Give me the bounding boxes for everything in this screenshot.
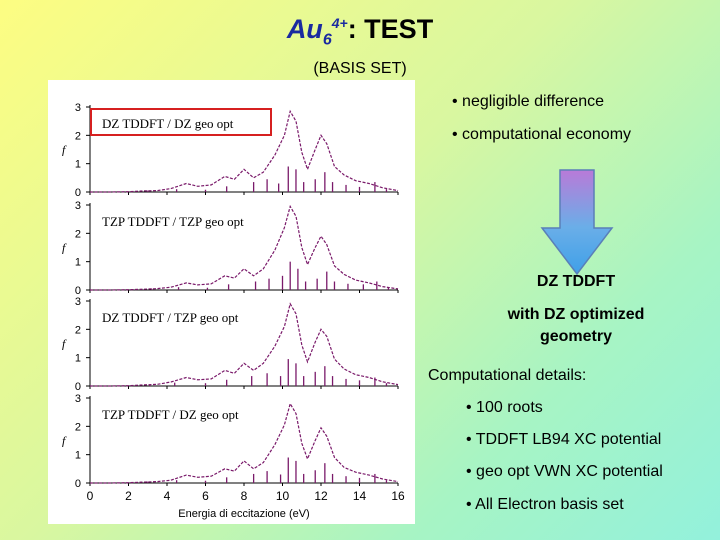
y-tick-label: 2 — [75, 130, 81, 142]
bullet-negligible-difference: • negligible difference — [452, 93, 605, 110]
title-subscript: 6 — [322, 31, 332, 49]
y-tick-label: 1 — [75, 159, 81, 171]
x-axis-label: Energia di eccitazione (eV) — [178, 508, 309, 520]
y-tick-label: 1 — [75, 450, 81, 462]
detail-item-roots: • 100 roots — [466, 399, 543, 416]
highlight-box — [90, 108, 272, 136]
down-arrow-icon — [540, 168, 614, 276]
x-tick-label: 2 — [125, 489, 132, 503]
y-axis-label: f — [62, 337, 67, 351]
y-tick-label: 0 — [75, 285, 81, 297]
spectra-chart-panel: 0 1 2 3 f DZ TDDFT / DZ geo opt 0 1 2 3 f TZP TDDFT… — [48, 80, 415, 524]
conclusion-line1: DZ TDDFT — [536, 273, 616, 290]
y-tick-label: 1 — [75, 257, 81, 269]
panel-label: DZ TDDFT / TZP geo opt — [102, 310, 239, 325]
y-axis-label: f — [62, 434, 67, 448]
x-tick-label: 16 — [391, 489, 405, 503]
y-tick-label: 0 — [75, 478, 81, 490]
y-tick-label: 2 — [75, 324, 81, 336]
x-tick-label: 0 — [87, 489, 94, 503]
y-tick-label: 3 — [75, 296, 81, 308]
x-tick-label: 10 — [276, 489, 290, 503]
spectrum-curve — [90, 109, 399, 193]
x-tick-label: 14 — [353, 489, 367, 503]
panel-label: TZP TDDFT / TZP geo opt — [102, 214, 244, 229]
detail-item-vwn: • geo opt VWN XC potential — [466, 463, 663, 480]
panel-label: TZP TDDFT / DZ geo opt — [102, 407, 239, 422]
x-tick-label: 8 — [241, 489, 248, 503]
title-rest: : TEST — [347, 14, 434, 44]
y-tick-label: 0 — [75, 381, 81, 393]
details-heading: Computational details: — [428, 367, 587, 384]
y-tick-label: 2 — [75, 421, 81, 433]
y-tick-label: 3 — [75, 393, 81, 405]
detail-item-lb94: • TDDFT LB94 XC potential — [466, 431, 662, 448]
y-tick-label: 3 — [75, 102, 81, 114]
conclusion-line3: geometry — [539, 328, 613, 345]
y-tick-label: 1 — [75, 353, 81, 365]
y-axis-label: f — [62, 143, 67, 157]
slide-subtitle: (BASIS SET) — [313, 60, 407, 77]
x-tick-label: 12 — [314, 489, 328, 503]
spectrum-curve — [90, 402, 399, 484]
conclusion-line2: with DZ optimized — [507, 306, 645, 323]
spectrum-curve — [90, 302, 399, 387]
x-tick-label: 6 — [202, 489, 209, 503]
bullet-computational-economy: • computational economy — [452, 126, 632, 143]
y-tick-label: 2 — [75, 228, 81, 240]
y-tick-label: 3 — [75, 200, 81, 212]
slide-title: Au64+: TEST — [0, 14, 720, 49]
title-formula: Au64+ — [286, 14, 348, 49]
panel-label: DZ TDDFT / DZ geo opt — [102, 116, 234, 131]
title-superscript: 4+ — [331, 15, 348, 31]
y-axis-label: f — [62, 241, 67, 255]
detail-item-basis: • All Electron basis set — [466, 496, 624, 513]
spectrum-curve — [90, 204, 399, 291]
y-tick-label: 0 — [75, 187, 81, 199]
x-tick-label: 4 — [164, 489, 171, 503]
